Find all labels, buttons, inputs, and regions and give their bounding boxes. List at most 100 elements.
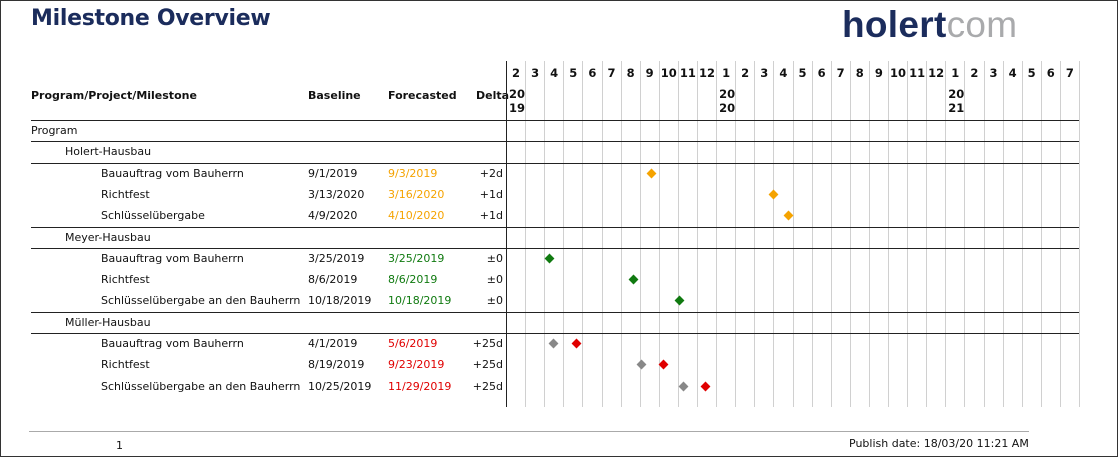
timeline-grid-line	[639, 61, 641, 407]
timeline-grid-line	[697, 61, 698, 407]
forecast-date: 3/16/2020	[388, 187, 445, 201]
timeline-grid-line	[601, 61, 603, 407]
timeline-grid-line	[563, 61, 565, 407]
row-divider	[31, 141, 1079, 143]
baseline-diamond	[636, 359, 647, 370]
timeline-month-label: 3	[760, 66, 769, 80]
program-label: Program	[31, 124, 78, 137]
forecast-diamond	[700, 381, 711, 392]
forecast-diamond	[629, 274, 639, 285]
timeline-month-label: 9	[874, 66, 883, 80]
forecast-date: 3/25/2019	[388, 251, 445, 265]
column-header-program: Program/Project/Milestone	[31, 89, 197, 102]
timeline-grid-line	[620, 61, 622, 407]
forecast-diamond	[646, 168, 657, 179]
timeline-month-label: 10	[889, 66, 906, 80]
milestone-name: Richtfest	[101, 358, 150, 372]
timeline-grid-line	[849, 61, 851, 407]
timeline-grid-line	[754, 61, 756, 407]
forecast-date: 8/6/2019	[388, 273, 438, 287]
row-divider	[31, 247, 1079, 249]
timeline-month-label: 3	[531, 66, 540, 80]
timeline-grid-line	[888, 61, 889, 407]
timeline-grid-line	[735, 61, 737, 407]
timeline-month-label: 12	[928, 66, 945, 80]
baseline-date: 3/13/2020	[308, 187, 365, 201]
milestone-name: Richtfest	[101, 273, 150, 287]
delta-value: +25d	[472, 379, 503, 393]
timeline-month-label: 4	[550, 66, 559, 80]
forecast-diamond	[658, 359, 669, 370]
forecast-date: 9/3/2019	[388, 166, 438, 180]
timeline-year-label: 20 21	[948, 87, 965, 115]
milestone-name: Bauauftrag vom Bauherrn	[101, 166, 244, 180]
timeline-grid-line	[830, 61, 832, 407]
timeline-month-label: 8	[626, 66, 635, 80]
forecast-diamond	[544, 253, 555, 264]
timeline-grid-line	[544, 61, 546, 407]
timeline-year-label: 20 19	[509, 87, 526, 115]
baseline-date: 9/1/2019	[308, 166, 358, 180]
company-logo: holertcom	[842, 4, 1018, 45]
delta-value: +25d	[472, 358, 503, 372]
delta-value: +25d	[472, 337, 503, 350]
baseline-date: 10/18/2019	[308, 294, 372, 308]
timeline-year-label: 20 20	[719, 87, 736, 115]
forecast-date: 9/23/2019	[388, 358, 445, 372]
timeline-grid-line	[658, 61, 660, 407]
timeline-month-label: 2	[741, 66, 750, 80]
row-divider	[31, 333, 1079, 334]
milestone-name: Richtfest	[101, 187, 150, 201]
milestone-name: Schlüsselübergabe an den Bauherrn	[101, 379, 301, 393]
timeline-grid-line	[1021, 61, 1023, 407]
publish-date: Publish date: 18/03/20 11:21 AM	[849, 437, 1029, 450]
timeline-month-label: 6	[588, 66, 597, 80]
timeline-grid-line	[792, 61, 794, 407]
forecast-date: 11/29/2019	[388, 379, 452, 393]
milestone-name: Schlüsselübergabe	[101, 209, 205, 223]
timeline-grid-line	[1059, 61, 1061, 407]
baseline-date: 4/9/2020	[308, 209, 358, 223]
timeline-month-label: 8	[855, 66, 864, 80]
page-title: Milestone Overview	[31, 6, 271, 31]
delta-value: ±0	[486, 294, 503, 308]
row-divider	[31, 311, 1079, 313]
timeline-grid-line	[868, 61, 870, 407]
delta-value: +1d	[479, 209, 503, 223]
timeline-month-label: 2	[970, 66, 979, 80]
timeline-month-label: 7	[607, 66, 616, 80]
milestone-name: Schlüsselübergabe an den Bauherrn	[101, 294, 301, 308]
baseline-diamond	[548, 338, 559, 349]
timeline-month-label: 7	[836, 66, 845, 80]
row-divider	[31, 226, 1079, 228]
timeline-grid-line	[525, 61, 527, 407]
forecast-date: 5/6/2019	[388, 337, 438, 350]
timeline-month-label: 10	[660, 66, 677, 80]
timeline-month-label: 9	[645, 66, 654, 80]
forecast-diamond	[571, 338, 582, 349]
page-number: 1	[116, 439, 123, 452]
forecast-diamond	[674, 295, 685, 306]
timeline-month-label: 5	[569, 66, 578, 80]
forecast-date: 4/10/2020	[388, 209, 445, 223]
delta-value: ±0	[486, 251, 503, 265]
timeline-grid-line	[983, 61, 985, 407]
column-header-baseline: Baseline	[308, 89, 361, 102]
timeline-month-label: 4	[1008, 66, 1017, 80]
timeline-grid-line	[811, 61, 813, 407]
delta-value: +1d	[479, 187, 503, 201]
milestone-name: Bauauftrag vom Bauherrn	[101, 251, 244, 265]
timeline-month-label: 2	[511, 66, 520, 80]
forecast-diamond	[768, 189, 779, 200]
column-header-forecasted: Forecasted	[388, 89, 457, 102]
timeline-month-label: 12	[698, 66, 715, 80]
column-header-delta: Delta	[476, 89, 510, 102]
timeline-grid-line	[1002, 61, 1004, 407]
baseline-date: 3/25/2019	[308, 251, 365, 265]
row-divider	[31, 162, 1079, 164]
timeline-month-label: 3	[989, 66, 998, 80]
timeline-month-label: 4	[779, 66, 788, 80]
timeline-left-border	[506, 61, 507, 407]
baseline-date: 4/1/2019	[308, 337, 358, 350]
